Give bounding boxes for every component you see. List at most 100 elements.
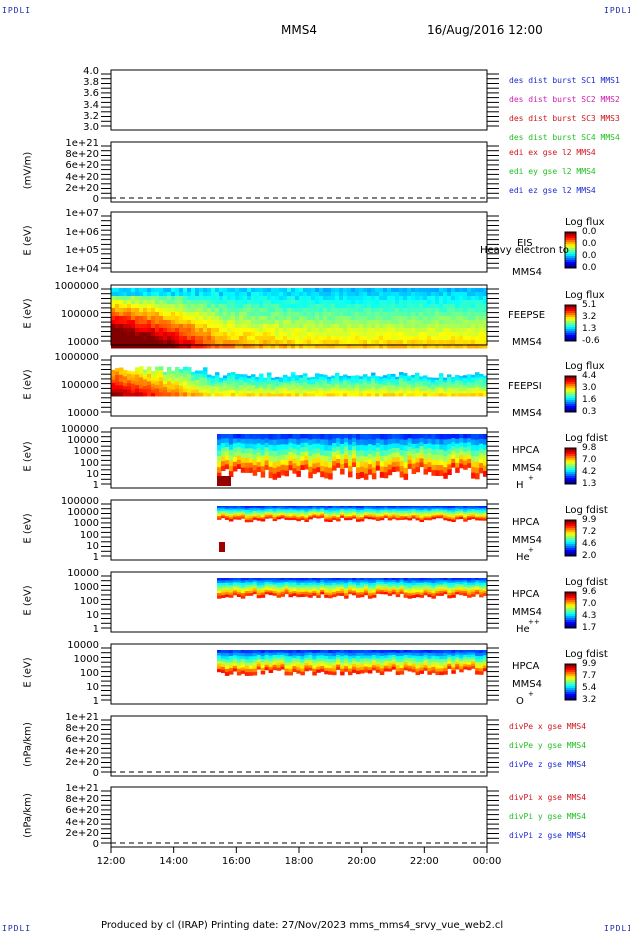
spectro-cell: [304, 517, 309, 520]
spectro-cell: [276, 594, 282, 598]
spectro-cell: [328, 592, 333, 596]
spectro-cell: [260, 653, 266, 657]
spectro-cell: [244, 650, 250, 654]
spectro-cell: [411, 506, 417, 508]
spectro-cell: [387, 469, 393, 476]
colorbar-cell: [565, 614, 576, 617]
spectro-cell: [371, 340, 376, 345]
spectro-cell: [375, 324, 380, 329]
spectro-cell: [359, 578, 365, 581]
spectro-cell: [239, 376, 244, 381]
spectro-cell: [339, 300, 344, 305]
spectro-cell: [411, 300, 416, 305]
spectro-cell: [299, 390, 304, 394]
spectro-cell: [332, 659, 337, 663]
spectro-cell: [243, 296, 248, 301]
spectro-cell: [199, 324, 204, 329]
spectro-cell: [344, 518, 349, 521]
spectro-cell: [292, 517, 297, 521]
spectro-cell: [235, 376, 240, 380]
spectro-cell: [355, 336, 360, 341]
spectro-cell: [423, 454, 428, 460]
spectro-cell: [327, 340, 332, 345]
spectro-cell: [296, 578, 301, 581]
spectro-cell: [232, 582, 238, 585]
spectro-cell: [217, 517, 222, 520]
spectro-cell: [447, 666, 452, 669]
spectro-cell: [256, 506, 262, 509]
spectro-cell: [423, 336, 428, 341]
spectro-cell: [371, 296, 376, 301]
spectro-cell: [328, 434, 333, 441]
spectro-cell: [475, 506, 480, 509]
spectro-cell: [411, 434, 417, 440]
spectro-cell: [356, 667, 361, 672]
spectro-cell: [463, 582, 468, 585]
spectro-cell: [256, 434, 262, 440]
spectro-cell: [463, 312, 468, 317]
spectro-cell: [127, 300, 132, 305]
spectro-cell: [355, 292, 360, 297]
spectro-cell: [336, 517, 341, 520]
spectro-cell: [320, 460, 325, 467]
spectro-cell: [399, 579, 405, 583]
spectro-cell: [311, 336, 316, 341]
spectro-cell: [135, 381, 140, 386]
spectro-cell: [119, 308, 124, 313]
spectro-cell: [244, 453, 250, 459]
spectro-cell: [455, 300, 460, 305]
spectro-cell: [348, 517, 353, 521]
spectro-cell: [252, 516, 258, 519]
spectro-cell: [387, 324, 392, 329]
spectro-cell: [344, 507, 349, 510]
colorbar-title: Log fdist: [565, 577, 608, 588]
spectro-cell: [347, 393, 352, 397]
spectro-cell: [431, 379, 436, 383]
spectro-cell: [343, 328, 348, 333]
spectro-cell: [463, 456, 468, 461]
spectro-cell: [359, 376, 364, 380]
spectro-cell: [304, 657, 309, 661]
spectro-cell: [251, 387, 256, 391]
spectro-cell: [375, 579, 381, 583]
spectro-cell: [455, 515, 460, 518]
spectro-cell: [332, 653, 337, 657]
spectro-cell: [223, 393, 228, 397]
spectro-cell: [347, 288, 352, 293]
spectro-cell: [471, 666, 476, 669]
spectro-cell: [303, 312, 308, 317]
spectro-cell: [296, 670, 301, 674]
spectro-cell: [183, 370, 188, 375]
spectro-cell: [403, 393, 408, 397]
spectro-cell: [371, 304, 376, 309]
legend-entry: edi ez gse l2 MMS4: [509, 186, 596, 195]
spectro-cell: [183, 316, 188, 321]
spectro-cell: [217, 456, 222, 463]
spectro-cell: [359, 386, 364, 390]
spectro-cell: [459, 378, 464, 382]
spectro-cell: [475, 390, 480, 394]
spectro-cell: [187, 344, 192, 349]
spectro-cell: [375, 383, 380, 387]
spectro-cell: [143, 336, 148, 341]
spectro-cell: [123, 373, 128, 377]
spectro-cell: [407, 438, 413, 444]
spectro-cell: [431, 650, 436, 654]
colorbar-cell: [565, 266, 576, 269]
colorbar-value: 4.2: [582, 467, 597, 477]
spectro-cell: [159, 340, 164, 345]
spectro-cell: [439, 516, 444, 519]
spectro-cell: [467, 652, 472, 656]
spectro-cell: [159, 288, 164, 293]
spectro-cell: [256, 657, 262, 661]
spectro-cell: [435, 377, 440, 381]
spectro-cell: [367, 288, 372, 293]
spectro-cell: [280, 507, 285, 510]
spectro-cell: [300, 578, 305, 581]
spectro-cell: [344, 506, 349, 509]
spectro-cell: [235, 316, 240, 321]
spectro-cell: [447, 308, 452, 313]
spectro-cell: [191, 377, 196, 382]
spectro-cell: [312, 662, 317, 667]
spectro-cell: [359, 292, 364, 297]
